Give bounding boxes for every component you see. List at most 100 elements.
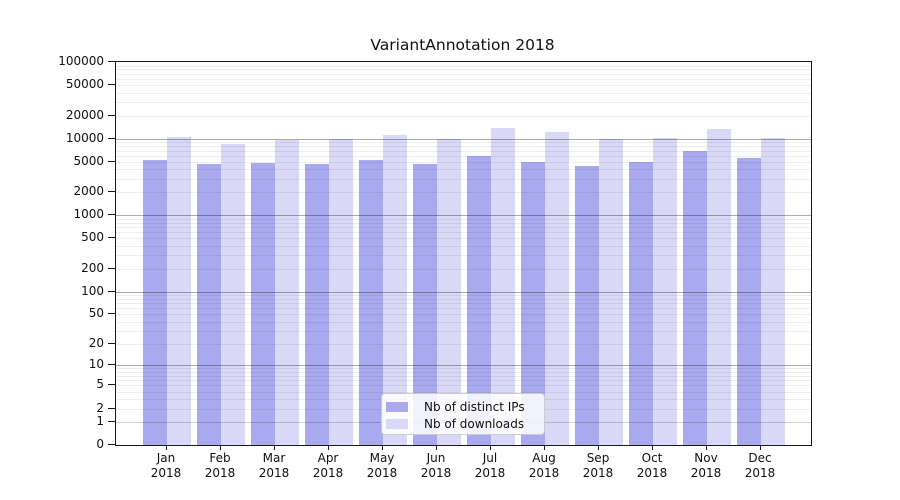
gridline-minor	[116, 79, 811, 80]
x-tick-mark	[544, 445, 545, 450]
bar-distinct-ips-jan	[143, 160, 167, 445]
x-tick-mark	[166, 445, 167, 450]
gridline-minor	[116, 330, 811, 332]
bar-downloads-apr	[329, 138, 353, 445]
x-tick-mark	[652, 445, 653, 450]
plot-area	[115, 61, 812, 446]
x-tick-label-apr: Apr 2018	[312, 451, 344, 480]
gridline-minor	[116, 155, 811, 157]
x-tick-label-may: May 2018	[366, 451, 398, 480]
gridline-major	[116, 365, 811, 367]
gridline-major	[116, 215, 811, 217]
gridline-minor	[116, 73, 811, 75]
x-tick-mark	[436, 445, 437, 450]
x-tick-mark	[220, 445, 221, 450]
y-tick-mark	[108, 137, 115, 139]
x-tick-mark	[598, 445, 599, 450]
x-tick-mark	[274, 445, 275, 450]
chart-title: VariantAnnotation 2018	[370, 36, 555, 54]
y-tick-label: 100000	[58, 54, 104, 68]
y-tick-label: 1	[96, 413, 104, 428]
y-tick-label: 2000	[73, 184, 104, 199]
legend: Nb of distinct IPs Nb of downloads	[381, 393, 545, 435]
gridline-minor	[116, 218, 811, 220]
y-tick-label: 2	[96, 400, 104, 415]
gridline-minor	[116, 380, 811, 382]
x-tick-label-aug: Aug 2018	[528, 451, 560, 480]
y-tick-label: 20000	[65, 107, 104, 122]
bar-distinct-ips-nov	[683, 150, 707, 445]
gridline-minor	[116, 161, 811, 163]
bar-distinct-ips-dec	[737, 157, 761, 445]
gridline-minor	[116, 375, 811, 377]
bar-distinct-ips-apr	[305, 163, 329, 445]
gridline-minor	[116, 102, 811, 104]
y-tick-label: 0	[96, 437, 104, 451]
y-tick-mark	[108, 384, 115, 386]
y-tick-label: 10	[88, 357, 104, 372]
gridline-major	[116, 138, 811, 140]
gridline-minor	[116, 69, 811, 71]
x-tick-mark	[328, 445, 329, 450]
y-tick-mark	[108, 84, 115, 86]
gridline-minor	[116, 192, 811, 194]
x-tick-mark	[490, 445, 491, 450]
legend-item-distinct-ips: Nb of distinct IPs	[386, 399, 544, 415]
gridline-minor	[116, 115, 811, 117]
gridline-minor	[116, 268, 811, 270]
gridline-minor	[116, 227, 811, 228]
y-tick-mark	[108, 290, 115, 292]
gridline-minor	[116, 314, 811, 316]
bar-downloads-nov	[707, 129, 731, 445]
y-tick-label: 200	[81, 260, 104, 275]
y-tick-label: 5	[96, 377, 104, 392]
legend-label-downloads: Nb of downloads	[424, 417, 525, 431]
y-tick-mark	[108, 160, 115, 162]
x-tick-label-nov: Nov 2018	[690, 451, 722, 480]
y-tick-mark	[108, 237, 115, 239]
gridline-major	[116, 291, 811, 293]
y-tick-label: 5000	[73, 153, 104, 168]
gridline-minor	[116, 391, 811, 393]
y-tick-mark	[108, 313, 115, 315]
x-tick-mark	[382, 445, 383, 450]
gridline-minor	[116, 92, 811, 94]
bar-downloads-oct	[653, 137, 677, 445]
x-tick-label-feb: Feb 2018	[204, 451, 236, 480]
legend-swatch-distinct-ips-icon	[386, 402, 408, 412]
bar-distinct-ips-may	[359, 160, 383, 445]
x-tick-label-jul: Jul 2018	[474, 451, 506, 480]
y-tick-label: 1000	[73, 207, 104, 222]
x-tick-label-sep: Sep 2018	[582, 451, 614, 480]
gridline-minor	[116, 303, 811, 305]
legend-item-downloads: Nb of downloads	[386, 416, 544, 432]
x-tick-label-oct: Oct 2018	[636, 451, 668, 480]
gridline-minor	[116, 308, 811, 310]
bar-downloads-mar	[275, 140, 299, 445]
y-tick-label: 50	[88, 306, 104, 321]
y-tick-mark	[108, 114, 115, 116]
gridline-minor	[116, 85, 811, 87]
x-tick-label-jun: Jun 2018	[420, 451, 452, 480]
y-tick-mark	[108, 420, 115, 422]
gridline-minor	[116, 232, 811, 234]
gridline-minor	[116, 150, 811, 152]
bar-downloads-jan	[167, 137, 191, 445]
x-tick-mark	[706, 445, 707, 450]
y-tick-mark	[108, 444, 115, 445]
bar-downloads-jul	[491, 128, 515, 445]
y-tick-mark	[108, 214, 115, 216]
gridline-minor	[116, 146, 811, 147]
legend-swatch-downloads-icon	[386, 419, 408, 429]
y-tick-mark	[108, 267, 115, 269]
bar-distinct-ips-feb	[197, 164, 221, 445]
y-tick-label: 500	[81, 230, 104, 245]
bar-downloads-dec	[761, 138, 785, 445]
gridline-minor	[116, 169, 811, 171]
y-tick-label: 100	[81, 283, 104, 298]
y-tick-label: 10000	[65, 130, 104, 145]
bar-distinct-ips-mar	[251, 162, 275, 445]
gridline-minor	[116, 245, 811, 247]
gridline-minor	[116, 321, 811, 323]
bar-distinct-ips-sep	[575, 165, 599, 445]
